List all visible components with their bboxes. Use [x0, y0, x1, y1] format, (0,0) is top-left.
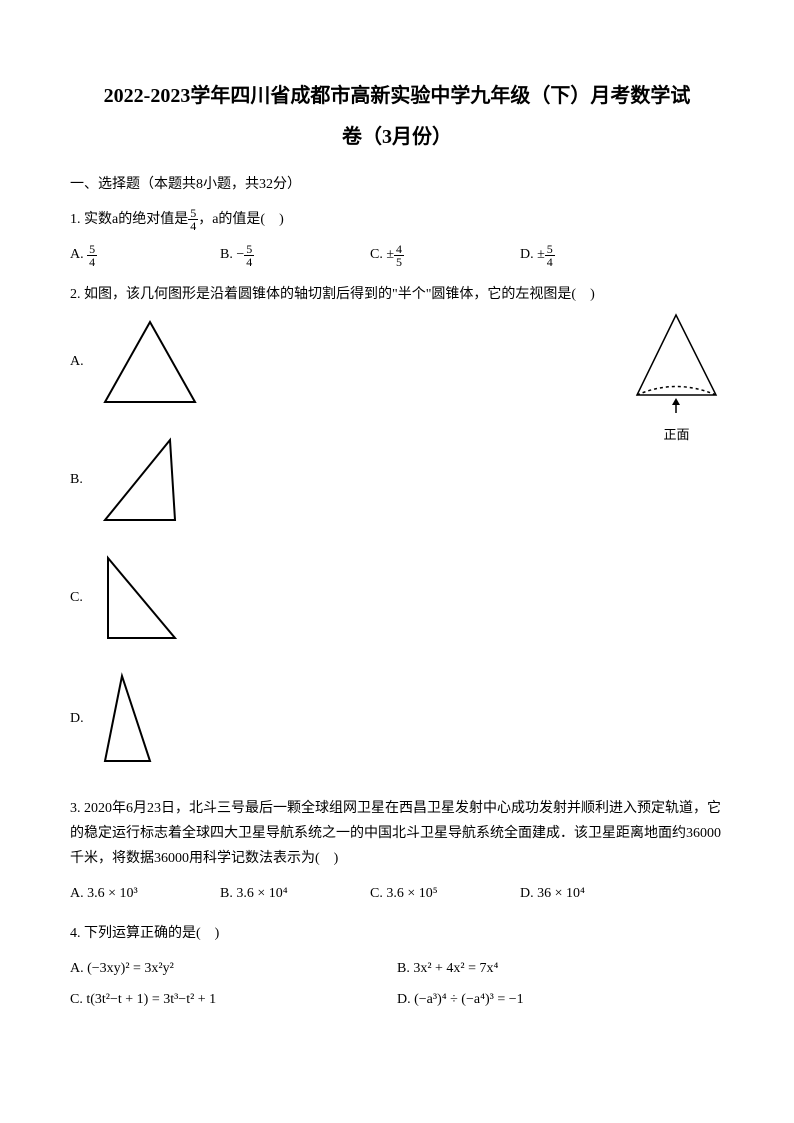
- q3-text: 3. 2020年6月23日，北斗三号最后一颗全球组网卫星在西昌卫星发射中心成功发…: [70, 796, 724, 872]
- q1-text: 1. 实数a的绝对值是54，a的值是( ): [70, 207, 724, 232]
- q2-option-b: B.: [70, 435, 724, 525]
- exam-title-line2: 卷（3月份）: [70, 120, 724, 149]
- q3-option-b: B. 3.6 × 10⁴: [220, 881, 370, 906]
- cone-figure: 正面: [629, 310, 724, 443]
- q4-option-b: B. 3x² + 4x² = 7x⁴: [397, 956, 724, 981]
- question-4: 4. 下列运算正确的是( ) A. (−3xy)² = 3x²y² B. 3x²…: [70, 921, 724, 1019]
- q1-option-d: D. ±54: [520, 242, 670, 267]
- q1-optC-label: C. ±: [370, 247, 394, 262]
- q4-options: A. (−3xy)² = 3x²y² B. 3x² + 4x² = 7x⁴ C.…: [70, 956, 724, 1018]
- q2-optA-label: A.: [70, 349, 100, 374]
- q4-option-a: A. (−3xy)² = 3x²y²: [70, 956, 397, 981]
- question-3: 3. 2020年6月23日，北斗三号最后一颗全球组网卫星在西昌卫星发射中心成功发…: [70, 796, 724, 907]
- q1-optB-label: B. −: [220, 247, 244, 262]
- q3-options: A. 3.6 × 10³ B. 3.6 × 10⁴ C. 3.6 × 10⁵ D…: [70, 881, 724, 906]
- q3-option-a: A. 3.6 × 10³: [70, 881, 220, 906]
- q1-options: A. 54 B. −54 C. ±45 D. ±54: [70, 242, 724, 267]
- q3-option-d: D. 36 × 10⁴: [520, 881, 670, 906]
- q1-optA-label: A.: [70, 247, 84, 262]
- q2-optD-label: D.: [70, 706, 100, 731]
- q4-option-c: C. t(3t²−t + 1) = 3t³−t² + 1: [70, 987, 397, 1012]
- q1-text-part2: ，a的值是( ): [198, 212, 284, 227]
- q1-text-part1: 1. 实数a的绝对值是: [70, 212, 188, 227]
- q2-option-d: D.: [70, 671, 724, 766]
- q1-optA-den: 4: [87, 256, 97, 268]
- triangle-a-icon: [100, 317, 200, 407]
- q1-optD-num: 5: [545, 243, 555, 256]
- q1-option-a: A. 54: [70, 242, 220, 267]
- q1-optB-num: 5: [244, 243, 254, 256]
- q2-optC-label: C.: [70, 585, 100, 610]
- q1-frac-den: 4: [188, 220, 198, 232]
- q3-option-c: C. 3.6 × 10⁵: [370, 881, 520, 906]
- q1-optB-den: 4: [244, 256, 254, 268]
- q1-optD-den: 4: [545, 256, 555, 268]
- q1-optD-label: D. ±: [520, 247, 545, 262]
- q4-text: 4. 下列运算正确的是( ): [70, 921, 724, 946]
- q1-option-c: C. ±45: [370, 242, 520, 267]
- triangle-b-icon: [100, 435, 180, 525]
- q1-optC-num: 4: [394, 243, 404, 256]
- exam-title-line1: 2022-2023学年四川省成都市高新实验中学九年级（下）月考数学试: [70, 80, 724, 112]
- q1-option-b: B. −54: [220, 242, 370, 267]
- q2-optB-label: B.: [70, 467, 100, 492]
- triangle-d-icon: [100, 671, 155, 766]
- section-header: 一、选择题（本题共8小题，共32分）: [70, 173, 724, 193]
- q1-optA-num: 5: [87, 243, 97, 256]
- triangle-c-icon: [100, 553, 180, 643]
- q2-text: 2. 如图，该几何图形是沿着圆锥体的轴切割后得到的"半个"圆锥体，它的左视图是(…: [70, 282, 724, 307]
- question-1: 1. 实数a的绝对值是54，a的值是( ) A. 54 B. −54 C. ±4…: [70, 207, 724, 268]
- question-2: 2. 如图，该几何图形是沿着圆锥体的轴切割后得到的"半个"圆锥体，它的左视图是(…: [70, 282, 724, 766]
- half-cone-icon: [629, 310, 724, 415]
- q2-option-a: A.: [70, 317, 724, 407]
- q4-option-d: D. (−a³)⁴ ÷ (−a⁴)³ = −1: [397, 987, 724, 1012]
- q2-option-c: C.: [70, 553, 724, 643]
- cone-label: 正面: [629, 424, 724, 443]
- q1-optC-den: 5: [394, 256, 404, 268]
